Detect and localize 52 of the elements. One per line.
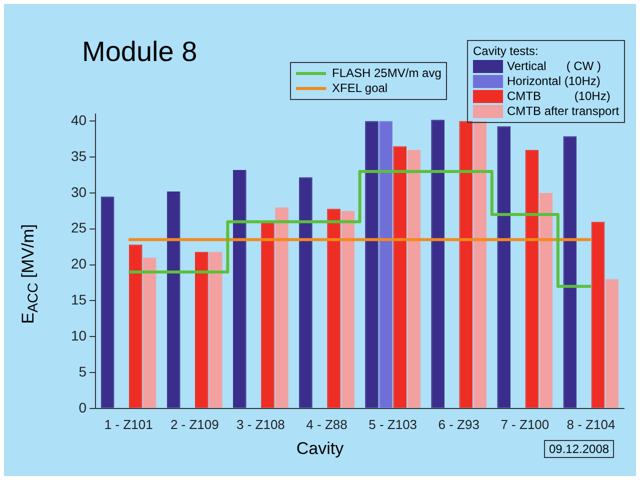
chart-title: Module 8 — [82, 36, 198, 68]
x-tick-label: 8 - Z104 — [566, 416, 616, 432]
bar — [195, 252, 208, 408]
x-tick-label: 6 - Z93 — [438, 416, 480, 432]
x-tick-label: 3 - Z108 — [236, 416, 285, 432]
bar — [393, 146, 406, 408]
y-tick-label: 5 — [78, 363, 87, 380]
bar — [605, 279, 619, 408]
bar — [379, 121, 392, 408]
bar — [341, 210, 354, 408]
bar — [275, 207, 288, 408]
x-tick-label: 1 - Z101 — [104, 416, 153, 432]
bar — [539, 192, 553, 408]
bar — [209, 252, 222, 408]
bar — [525, 150, 539, 408]
bar — [365, 121, 378, 408]
legend-label: CMTB (10Hz) — [506, 89, 612, 104]
y-tick-label: 20 — [70, 256, 87, 272]
y-tick-label: 40 — [70, 112, 87, 128]
bar — [128, 244, 142, 408]
y-tick-label: 0 — [78, 399, 87, 416]
y-tick-label: 35 — [70, 148, 87, 164]
x-tick-label: 5 - Z103 — [368, 416, 418, 432]
bar — [232, 170, 246, 408]
x-tick-label: 4 - Z88 — [306, 416, 348, 432]
bar — [563, 136, 577, 408]
legend-label: XFEL goal — [331, 81, 389, 96]
y-tick-label: 30 — [70, 184, 87, 200]
legend-label: Horizontal (10Hz) — [506, 74, 602, 89]
bar — [299, 177, 312, 408]
y-tick-label: 15 — [70, 292, 87, 308]
x-tick-label: 7 - Z100 — [500, 416, 550, 432]
y-tick-label: 25 — [70, 220, 87, 236]
bar — [166, 192, 180, 408]
text: 09.12.2008 — [544, 440, 614, 458]
legend-label: FLASH 25MV/m avg — [331, 66, 442, 81]
bar — [591, 222, 605, 408]
bar — [407, 150, 421, 408]
legend-label: Vertical ( CW ) — [506, 59, 602, 74]
bar — [327, 208, 340, 408]
bar — [473, 121, 487, 408]
bar — [497, 126, 511, 408]
bar — [261, 222, 274, 408]
legend-label: CMTB after transport — [506, 104, 620, 119]
legend-title: Cavity tests: — [473, 44, 540, 59]
bar — [459, 121, 473, 408]
bar — [100, 196, 114, 408]
y-tick-label: 10 — [70, 327, 87, 344]
x-tick-label: 2 - Z109 — [170, 416, 219, 432]
bar — [142, 258, 156, 408]
x-axis-title: Cavity — [296, 439, 344, 458]
bar — [431, 120, 444, 408]
